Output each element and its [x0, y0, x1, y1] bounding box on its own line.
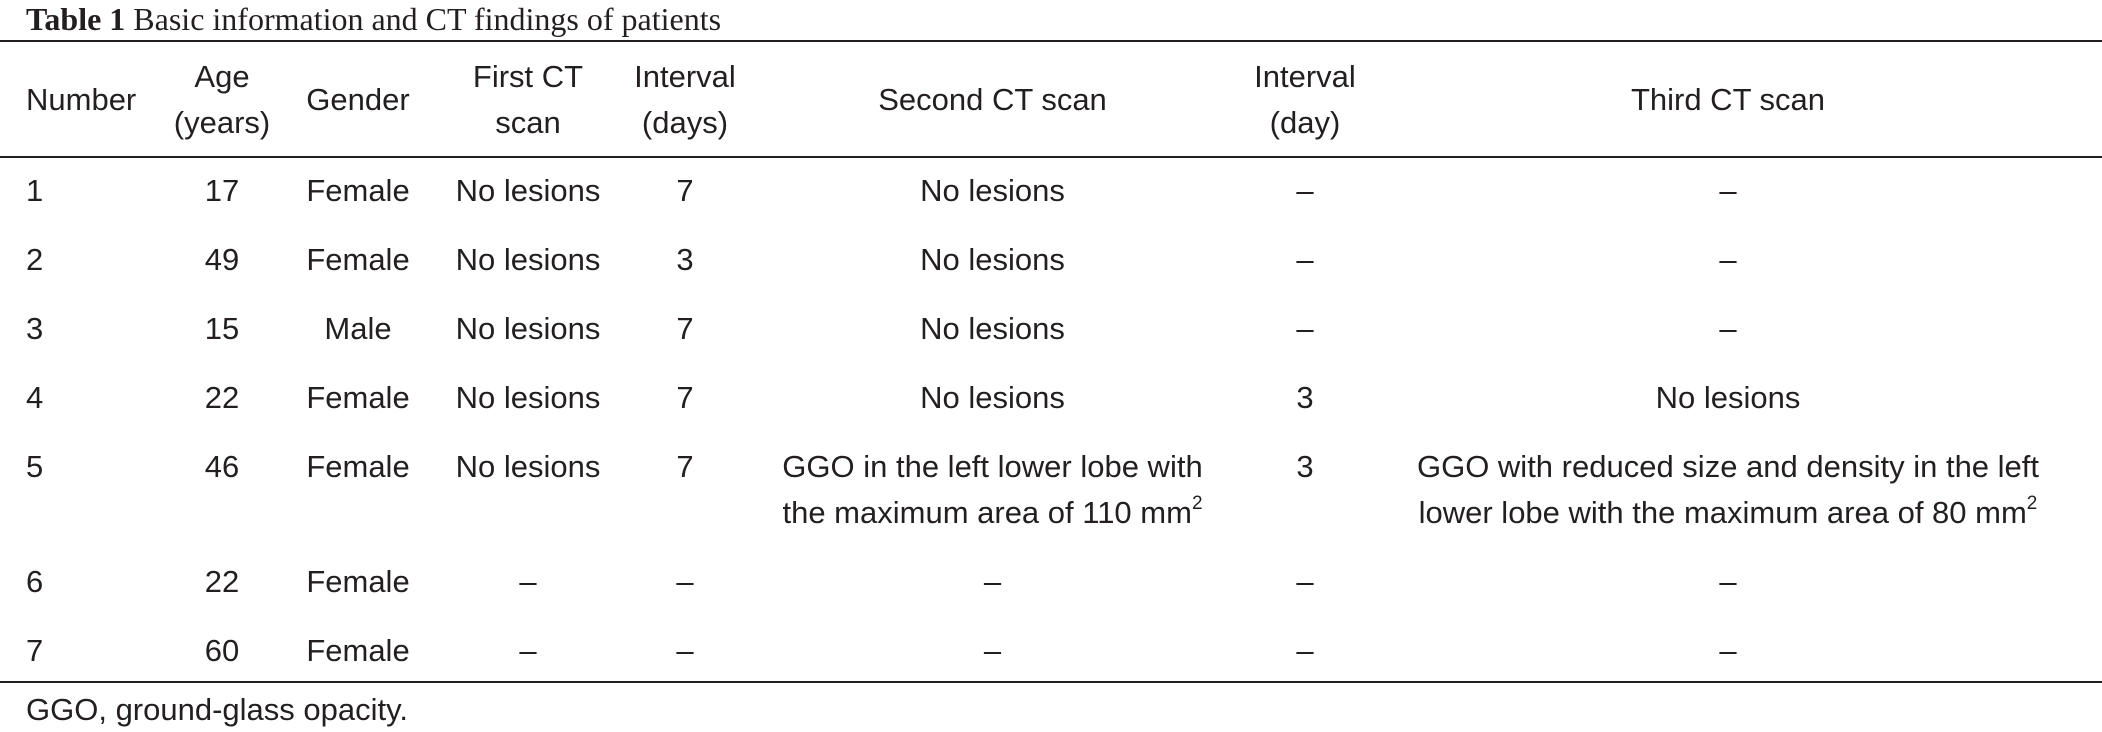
cell-second-ct: – [983, 564, 1002, 599]
cell-third-ct-line2: lower lobe with the maximum area of 80 m… [1378, 490, 2078, 536]
header-rule [0, 156, 2102, 158]
cell-first-ct: – [519, 633, 537, 668]
cell-third-ct: – [1719, 242, 1737, 277]
header-interval-day: Interval (day) [1240, 54, 1370, 146]
header-interval2-line1: Interval [1254, 59, 1356, 94]
cell-gender: Female [306, 564, 410, 599]
header-third-ct-text: Third CT scan [1630, 82, 1826, 117]
cell-second-ct-line1: GGO in the left lower lobe with [782, 449, 1203, 484]
cell-second-ct: GGO in the left lower lobe with the maxi… [750, 444, 1235, 536]
table-title: Basic information and CT findings of pat… [133, 1, 722, 37]
top-rule [0, 40, 2102, 42]
cell-second-ct: No lesions [920, 173, 1065, 208]
cell-interval2: 3 [1296, 449, 1314, 484]
cell-third-ct-line2-text: lower lobe with the maximum area of 80 m… [1418, 495, 2027, 530]
cell-interval1: – [676, 633, 694, 668]
cell-number: 2 [26, 242, 44, 277]
cell-second-ct: – [983, 633, 1002, 668]
table-footnote: GGO, ground-glass opacity. [26, 692, 408, 727]
header-number: Number [26, 54, 166, 146]
cell-interval2: – [1296, 633, 1314, 668]
header-gender: Gender [292, 54, 424, 146]
header-interval1-line1: Interval [634, 59, 736, 94]
cell-interval2: – [1296, 311, 1314, 346]
cell-number: 4 [26, 380, 44, 415]
header-first-ct-line2: scan [495, 105, 561, 140]
header-first-ct: First CT scan [438, 54, 618, 146]
cell-interval1: 7 [676, 449, 694, 484]
cell-interval2: – [1296, 173, 1314, 208]
cell-number: 6 [26, 564, 44, 599]
cell-interval1: 7 [676, 311, 694, 346]
cell-first-ct: No lesions [455, 173, 601, 208]
cell-age: 22 [204, 564, 240, 599]
cell-interval2: – [1296, 564, 1314, 599]
cell-interval2: 3 [1296, 380, 1314, 415]
cell-third-ct: – [1719, 173, 1737, 208]
superscript-2: 2 [1191, 493, 1203, 514]
cell-second-ct-line2-text: the maximum area of 110 mm [782, 495, 1192, 530]
cell-third-ct: – [1719, 311, 1737, 346]
cell-third-ct: No lesions [1655, 380, 1801, 415]
header-interval2-line2: (day) [1269, 105, 1341, 140]
header-interval1-line2: (days) [641, 105, 729, 140]
cell-age: 15 [204, 311, 240, 346]
cell-number: 7 [26, 633, 44, 668]
cell-first-ct: No lesions [455, 242, 601, 277]
cell-interval1: 3 [676, 242, 694, 277]
cell-first-ct: No lesions [455, 311, 601, 346]
cell-first-ct: – [519, 564, 537, 599]
cell-second-ct-line2: the maximum area of 110 mm2 [750, 490, 1235, 536]
cell-interval1: 7 [676, 173, 694, 208]
cell-gender: Female [306, 380, 410, 415]
header-interval-days: Interval (days) [625, 54, 745, 146]
header-third-ct: Third CT scan [1378, 54, 2078, 146]
superscript-2: 2 [2026, 493, 2038, 514]
header-age-line2: (years) [173, 105, 271, 140]
cell-age: 17 [204, 173, 240, 208]
header-first-ct-line1: First CT [472, 59, 584, 94]
cell-age: 49 [204, 242, 240, 277]
bottom-rule [0, 681, 2102, 683]
cell-age: 22 [204, 380, 240, 415]
cell-gender: Female [306, 173, 410, 208]
header-age: Age (years) [166, 54, 278, 146]
cell-first-ct: No lesions [455, 449, 601, 484]
cell-age: 60 [204, 633, 240, 668]
cell-gender: Female [306, 633, 410, 668]
cell-gender: Male [324, 311, 392, 346]
header-gender-text: Gender [306, 82, 410, 117]
cell-third-ct: GGO with reduced size and density in the… [1378, 444, 2078, 536]
header-number-text: Number [26, 82, 137, 117]
cell-gender: Female [306, 242, 410, 277]
cell-number: 1 [26, 173, 44, 208]
cell-interval1: 7 [676, 380, 694, 415]
header-second-ct: Second CT scan [750, 54, 1235, 146]
cell-third-ct: – [1719, 564, 1737, 599]
header-age-line1: Age [194, 59, 250, 94]
table-caption: Table 1 Basic information and CT finding… [26, 2, 721, 36]
cell-first-ct: No lesions [455, 380, 601, 415]
table-label: Table 1 [26, 1, 126, 37]
header-second-ct-text: Second CT scan [878, 82, 1107, 117]
cell-number: 5 [26, 449, 44, 484]
cell-second-ct: No lesions [920, 380, 1065, 415]
cell-gender: Female [306, 449, 410, 484]
cell-interval1: – [676, 564, 694, 599]
cell-third-ct-line1: GGO with reduced size and density in the… [1416, 449, 2040, 484]
cell-interval2: – [1296, 242, 1314, 277]
cell-number: 3 [26, 311, 44, 346]
cell-third-ct: – [1719, 633, 1737, 668]
cell-second-ct: No lesions [920, 311, 1065, 346]
cell-second-ct: No lesions [920, 242, 1065, 277]
cell-age: 46 [204, 449, 240, 484]
